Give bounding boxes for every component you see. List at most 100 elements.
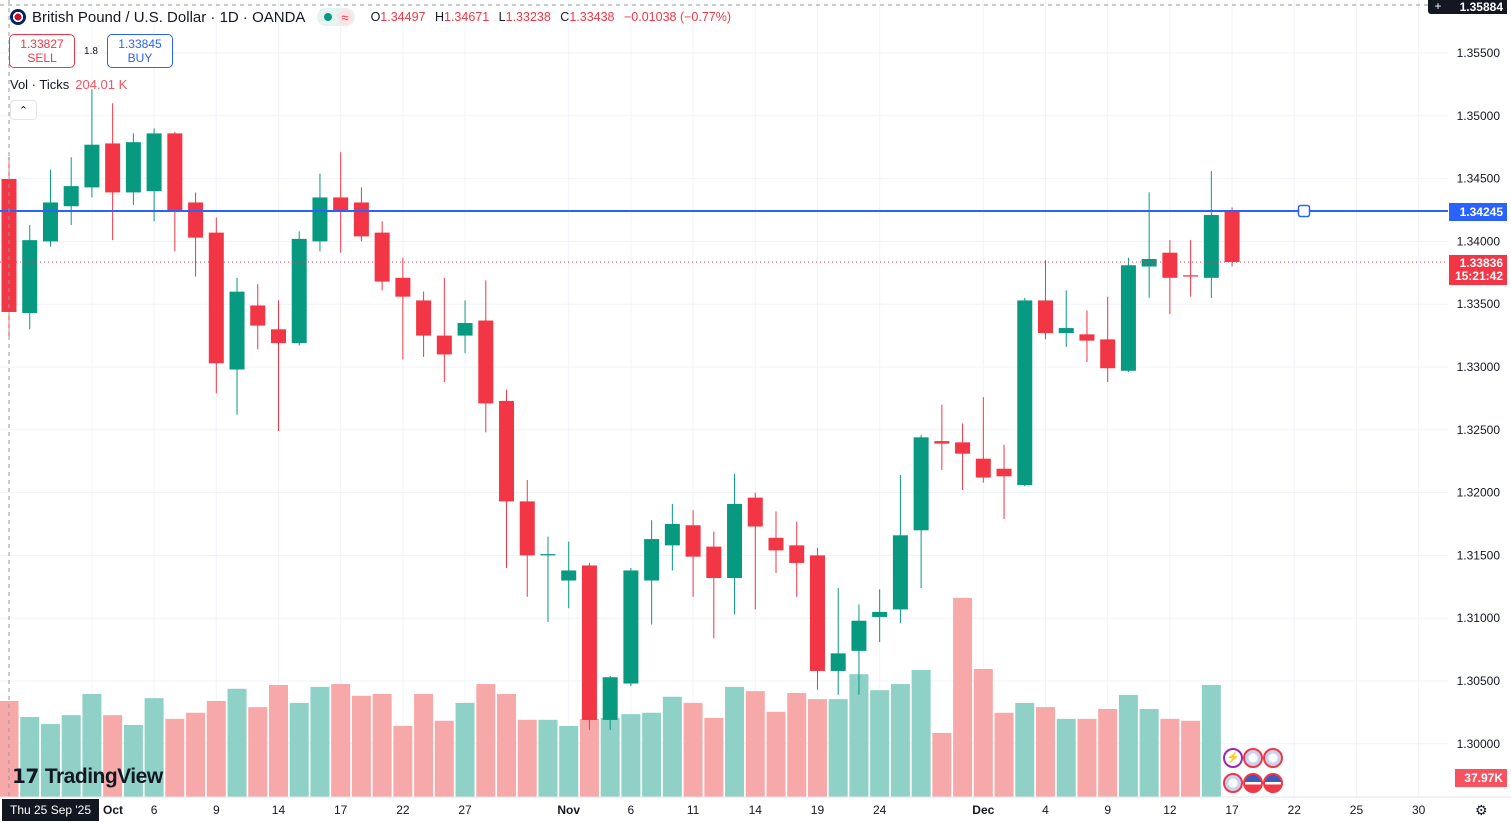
tradingview-logo[interactable]: 𝟭𝟳 TradingView (12, 764, 163, 789)
candle-body (581, 565, 597, 720)
candle-body (167, 133, 183, 210)
volume-bar (911, 669, 931, 797)
candle-body (1141, 258, 1157, 267)
symbol-header: British Pound / U.S. Dollar · 1D · OANDA… (10, 8, 731, 26)
volume-bar (849, 674, 869, 797)
time-tick-label: 6 (628, 803, 635, 817)
volume-bar (123, 725, 143, 797)
buy-button[interactable]: 1.33845 BUY (107, 34, 173, 68)
us-flag-icon[interactable] (1243, 773, 1263, 793)
open-value: 1.34497 (380, 10, 426, 24)
lightning-icon[interactable]: ⚡ (1223, 748, 1243, 768)
candle-body (602, 677, 618, 720)
us-flag-icon[interactable] (1263, 773, 1283, 793)
volume-bar (186, 712, 206, 797)
candle-body (727, 503, 743, 579)
candle-body (934, 441, 950, 444)
time-tick-label: 22 (1288, 803, 1302, 817)
candle-body (872, 611, 888, 617)
bar-countdown: 15:21:42 (1454, 269, 1503, 283)
settings-gear-icon[interactable]: ⚙ (1475, 802, 1488, 818)
volume-bar (82, 693, 102, 797)
volume-bar (517, 719, 537, 797)
collapse-legend-button[interactable]: ⌃ (10, 100, 37, 120)
candle-body (996, 468, 1012, 477)
sell-label: SELL (27, 51, 57, 65)
close-label: C (560, 10, 570, 24)
trade-panel: 1.33827 SELL 1.8 1.33845 BUY (9, 34, 173, 68)
volume-bar (455, 702, 475, 797)
logo-text: TradingView (44, 764, 163, 788)
volume-bar (434, 720, 454, 797)
candle-body (1038, 300, 1053, 334)
volume-bar (828, 699, 848, 797)
candle-body (416, 300, 432, 336)
candle-body (208, 232, 224, 364)
open-label: O (370, 10, 381, 24)
horizontal-line-handle (1297, 204, 1311, 218)
candle-body (851, 620, 867, 651)
volume-bar (165, 718, 185, 797)
time-tick-label: 25 (1350, 803, 1364, 817)
time-tick-label: 14 (749, 803, 763, 817)
time-tick-label: Oct (103, 803, 123, 817)
volume-bar (476, 684, 496, 797)
volume-legend[interactable]: Vol · Ticks 204.01 K (10, 77, 127, 92)
volume-bar (331, 684, 351, 797)
candle-body (125, 142, 141, 193)
candle-body (1, 178, 17, 312)
candle-body (1183, 275, 1199, 277)
symbol-title[interactable]: British Pound / U.S. Dollar · 1D · OANDA (32, 8, 306, 26)
crosshair-price-label: 1.35884 (1447, 0, 1507, 14)
uk-flag-icon[interactable] (1223, 773, 1243, 793)
change-value: −0.01038 (−0.77%) (624, 10, 732, 24)
candle-body (1224, 211, 1240, 262)
market-status[interactable]: ≈ (317, 8, 355, 26)
volume-bar (870, 690, 890, 797)
volume-bar (0, 700, 19, 797)
sell-price: 1.33827 (20, 37, 64, 51)
candle-body (768, 537, 784, 551)
uk-flag-icon[interactable] (1243, 748, 1263, 768)
high-label: H (434, 10, 444, 24)
volume-bar (268, 685, 288, 797)
sell-button[interactable]: 1.33827 SELL (9, 34, 75, 68)
volume-bar (932, 733, 952, 797)
candle-body (830, 653, 846, 671)
volume-bar (310, 686, 330, 797)
volume-bar (248, 707, 268, 797)
gbp-usd-flag-icon (10, 9, 26, 25)
candle-body (809, 555, 825, 671)
volume-bar (1181, 720, 1201, 797)
uk-flag-icon[interactable] (1263, 748, 1283, 768)
volume-bar (1139, 709, 1159, 797)
volume-bar (1118, 694, 1138, 797)
price-tick-label: 1.32500 (1457, 423, 1501, 437)
last-price-label: 1.33836 15:21:42 (1449, 255, 1507, 285)
add-alert-plus-icon[interactable]: + (1428, 0, 1448, 14)
volume-bar (497, 693, 517, 797)
time-tick-label: 30 (1412, 803, 1426, 817)
volume-bar (662, 696, 682, 797)
candle-body (22, 240, 38, 313)
volume-bar (351, 695, 371, 797)
volume-value: 204.01 K (75, 77, 128, 92)
candle-body (499, 400, 515, 502)
price-tick-label: 1.34000 (1457, 234, 1501, 248)
tv-logo-icon: 𝟭𝟳 (12, 766, 39, 788)
volume-bar (579, 718, 599, 797)
horizontal-line-price-label[interactable]: 1.34245 (1449, 203, 1507, 221)
candle-body (395, 277, 411, 297)
low-value: 1.33238 (505, 10, 551, 24)
candle-body (747, 497, 763, 527)
time-tick-label: 4 (1042, 803, 1049, 817)
volume-bar (725, 686, 745, 797)
candle-body (374, 232, 390, 282)
time-tick-label: 27 (458, 803, 472, 817)
candle-body (84, 144, 100, 188)
volume-bar (704, 717, 724, 797)
candle-body (188, 202, 204, 238)
time-tick-label: 17 (334, 803, 348, 817)
volume-bar (206, 701, 226, 797)
